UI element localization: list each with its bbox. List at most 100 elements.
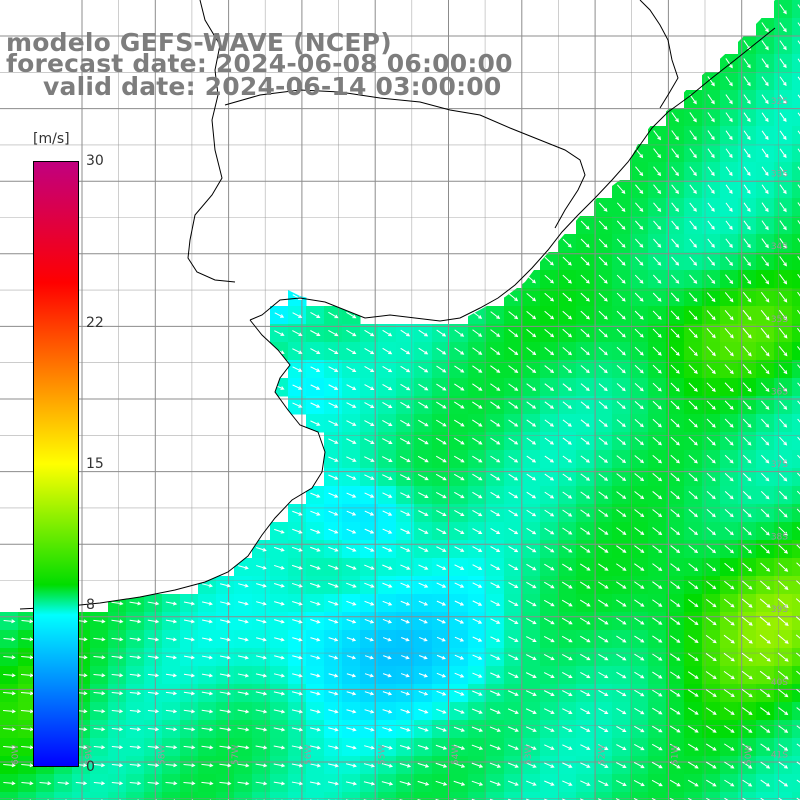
wind-arrow: [725, 202, 733, 212]
wind-arrow: [562, 238, 572, 248]
wind-arrow: [760, 309, 770, 321]
wind-arrow: [382, 329, 393, 337]
wind-arrow: [382, 347, 393, 355]
wind-cell: [792, 792, 800, 800]
wind-arrow: [616, 383, 626, 392]
wind-arrow: [761, 184, 769, 195]
wind-arrow: [616, 346, 626, 356]
wind-arrow: [797, 291, 800, 297]
wind-arrow: [526, 329, 537, 338]
wind-arrow: [634, 274, 644, 284]
wind-arrow: [364, 329, 375, 337]
wind-arrow: [671, 220, 680, 230]
wind-arrow: [797, 166, 800, 171]
wind-arrow: [778, 309, 788, 321]
wind-arrow: [688, 346, 698, 357]
wind-arrow: [544, 383, 555, 391]
wind-cell: [54, 792, 73, 800]
wind-arrow: [797, 40, 800, 45]
wind-arrow: [653, 130, 662, 141]
wind-arrow: [671, 202, 680, 212]
wind-arrow: [742, 309, 752, 321]
wind-cell: [792, 648, 800, 667]
wind-arrow: [743, 202, 751, 213]
wind-cell: [594, 792, 613, 800]
wind-arrow: [779, 148, 787, 159]
wind-arrow: [761, 58, 769, 69]
wind-arrow: [689, 274, 698, 284]
wind-arrow: [779, 4, 787, 15]
wind-arrow: [310, 384, 321, 390]
wind-cell: [792, 738, 800, 757]
wind-arrow: [670, 364, 680, 374]
wind-arrow: [779, 273, 788, 285]
wind-arrow: [328, 384, 339, 390]
wind-arrow: [725, 130, 733, 141]
longitude-label: 57W: [231, 745, 241, 765]
wind-arrow: [526, 383, 537, 391]
wind-arrow: [580, 292, 590, 302]
wind-arrow: [779, 382, 788, 393]
wind-arrow: [724, 382, 734, 393]
wind-cell: [792, 396, 800, 415]
wind-arrow: [743, 94, 751, 105]
wind-arrow: [688, 382, 698, 392]
wind-cell: [108, 792, 127, 800]
wind-cell: [144, 792, 163, 800]
wind-arrow: [706, 346, 716, 357]
wind-arrow: [706, 328, 716, 339]
wind-arrow: [544, 328, 555, 338]
wind-arrow: [797, 364, 800, 369]
wind-arrow: [689, 256, 698, 266]
wind-arrow: [634, 382, 644, 392]
wind-arrow: [364, 402, 375, 408]
wind-arrow: [562, 274, 572, 284]
wind-arrow: [562, 347, 573, 356]
wind-cell: [234, 792, 253, 800]
colorbar-tick: 8: [86, 597, 95, 614]
wind-cell: [126, 792, 145, 800]
wind-arrow: [725, 238, 733, 248]
wind-cell: [792, 198, 800, 217]
wind-arrow: [778, 364, 788, 375]
wind-cell: [792, 180, 800, 199]
wind-arrow: [634, 238, 644, 248]
wind-cell: [792, 468, 800, 487]
wind-cell: [270, 792, 289, 800]
longitude-label: 53W: [524, 745, 534, 765]
wind-cell: [522, 792, 541, 800]
wind-arrow: [454, 329, 465, 337]
wind-arrow: [653, 184, 662, 195]
wind-arrow: [598, 220, 608, 230]
wind-cell: [504, 792, 523, 800]
wind-arrow: [779, 202, 787, 213]
wind-cell: [702, 792, 721, 800]
wind-arrow: [490, 365, 501, 373]
wind-arrow: [598, 328, 608, 338]
wind-cell: [792, 324, 800, 343]
wind-arrow: [725, 148, 733, 159]
wind-cell: [792, 774, 800, 793]
wind-arrow: [652, 274, 662, 284]
wind-cell: [324, 792, 343, 800]
wind-arrow: [797, 58, 800, 63]
wind-arrow: [346, 366, 357, 372]
wind-arrow: [671, 112, 679, 123]
wind-arrow: [418, 401, 429, 409]
wind-arrow: [778, 327, 788, 339]
wind-arrow: [598, 365, 608, 374]
wind-cell: [792, 414, 800, 433]
wind-arrow: [635, 202, 644, 212]
wind-cell: [756, 792, 775, 800]
wind-arrow: [418, 329, 429, 337]
wind-arrow: [490, 329, 501, 338]
wind-cell: [0, 792, 19, 800]
wind-arrow: [292, 384, 303, 390]
wind-arrow: [634, 328, 644, 338]
latitude-label: 41S: [771, 750, 788, 760]
wind-cell: [792, 504, 800, 523]
wind-arrow: [707, 220, 715, 230]
wind-cell: [792, 18, 800, 37]
colorbar-tick: 22: [86, 314, 104, 331]
longitude-label: 51W: [671, 745, 681, 765]
